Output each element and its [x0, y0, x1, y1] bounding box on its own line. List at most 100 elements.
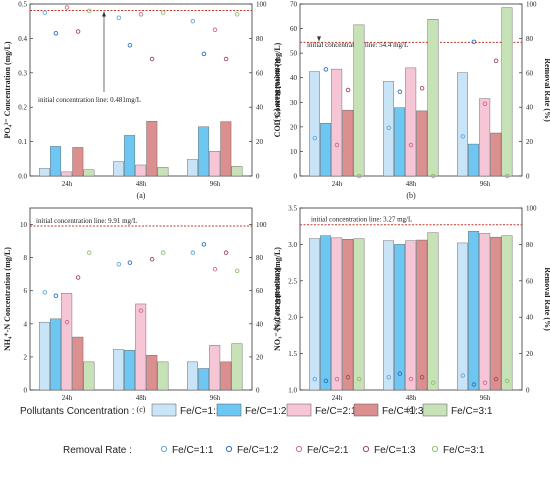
removal-dot-fc-1-2-96h — [201, 242, 207, 247]
removal-dot-fc-2-1-48h — [408, 142, 414, 148]
bar-fc-1-3-96h — [220, 361, 232, 391]
y-tick-label-left: 0 — [24, 387, 28, 395]
removal-dot-fc-3-1-48h — [430, 173, 436, 179]
y-tick-label-left: 0 — [294, 173, 298, 181]
removal-dot-fc-1-2-96h — [201, 51, 207, 57]
legend-dot-label-fc-1-2: Fe/C=1:2 — [237, 445, 279, 456]
removal-dot-fc-3-1-24h — [86, 8, 92, 14]
bar-fc-1-2-48h — [394, 244, 406, 391]
y-tick-label-right: 80 — [256, 254, 264, 262]
removal-dot-fc-3-1-48h — [430, 380, 436, 385]
bar-fc-1-2-24h — [320, 122, 332, 177]
y-tick-label-left: 70 — [290, 1, 298, 9]
removal-dot-fc-1-3-96h — [223, 56, 229, 62]
removal-dot-fc-1-3-24h — [75, 29, 81, 34]
removal-dot-fc-1-2-96h — [471, 382, 477, 387]
bar-fc-3-1-48h — [157, 361, 169, 391]
legend-swatch-fc-1-1 — [151, 403, 177, 417]
bar-fc-1-3-48h — [416, 110, 428, 177]
x-category-label: 96h — [210, 180, 221, 188]
y-tick-label-right: 40 — [256, 320, 264, 328]
y-tick-label-right: 60 — [256, 69, 264, 77]
legend-dot-label-fc-2-1: Fe/C=2:1 — [307, 445, 349, 456]
removal-dot-fc-1-3-96h — [493, 376, 499, 382]
removal-dot-fc-1-2-24h — [323, 378, 329, 384]
y-tick-label-left: 0.0 — [18, 173, 27, 181]
bar-fc-1-3-48h — [146, 355, 158, 391]
bar-fc-1-1-24h — [39, 168, 50, 177]
bar-fc-3-1-48h — [427, 19, 439, 177]
panel-label: (b) — [406, 191, 416, 200]
removal-dot-fc-1-2-48h — [397, 89, 403, 94]
removal-dot-fc-2-1-24h — [334, 376, 340, 382]
y-tick-label-left: 0.5 — [18, 1, 27, 9]
legend-dot-fc-1-2 — [225, 445, 233, 453]
bar-fc-2-1-24h — [331, 68, 343, 177]
y-tick-label-left: 30 — [290, 99, 298, 107]
legend-label-fc-1-1: Fe/C=1:1 — [180, 406, 222, 417]
bar-fc-1-3-96h — [490, 236, 502, 391]
y-tick-label-right: 20 — [526, 350, 534, 358]
bar-fc-2-1-24h — [61, 171, 73, 177]
bar-fc-3-1-24h — [83, 361, 95, 391]
bar-fc-1-3-48h — [146, 121, 158, 177]
bar-fc-1-2-24h — [50, 146, 62, 177]
x-category-label: 96h — [210, 394, 221, 402]
removal-dot-fc-1-1-24h — [42, 10, 48, 15]
legend-concentration-title: Pollutants Concentration : — [20, 406, 135, 417]
bar-fc-1-1-96h — [457, 72, 468, 177]
legend-swatch-fc-3-1 — [422, 403, 448, 417]
x-category-label: 48h — [136, 180, 147, 188]
removal-dot-fc-3-1-48h — [160, 10, 166, 15]
y-tick-label-right: 40 — [526, 104, 534, 112]
removal-dot-fc-3-1-96h — [504, 378, 510, 384]
legend-swatch-fc-1-3 — [353, 403, 379, 417]
bar-fc-3-1-96h — [231, 343, 243, 391]
y-axis-label-left: PO₄³⁻ Concentration (mg/L) — [3, 41, 12, 138]
bar-fc-1-2-96h — [468, 143, 480, 177]
y-tick-label-left: 1.5 — [288, 350, 297, 358]
x-category-label: 24h — [62, 394, 73, 402]
panel-label: (d) — [406, 405, 416, 414]
legend-swatch-fc-1-2 — [216, 403, 242, 417]
legend-dot-fc-1-1 — [160, 445, 168, 453]
removal-dot-fc-3-1-96h — [234, 12, 240, 17]
bar-fc-2-1-48h — [135, 303, 147, 391]
removal-dot-fc-3-1-48h — [160, 250, 166, 255]
y-tick-label-left: 20 — [290, 123, 298, 131]
y-tick-label-left: 6 — [24, 287, 28, 295]
y-tick-label-right: 60 — [256, 287, 264, 295]
bar-fc-1-2-48h — [394, 107, 406, 177]
removal-dot-fc-3-1-96h — [234, 268, 240, 274]
y-axis-label-left: NH₄⁺-N Concentration (mg/L) — [3, 247, 12, 351]
y-tick-label-left: 60 — [290, 25, 298, 33]
y-tick-label-right: 100 — [526, 1, 537, 9]
removal-dot-fc-1-1-48h — [386, 125, 392, 131]
bar-fc-1-3-24h — [342, 239, 354, 391]
legend-dot-fc-1-3 — [362, 445, 370, 453]
x-category-label: 96h — [480, 180, 491, 188]
panel-label: (a) — [137, 191, 146, 200]
removal-dot-fc-1-3-24h — [75, 275, 81, 280]
bar-fc-2-1-96h — [479, 98, 491, 177]
legend: Pollutants Concentration : Removal Rate … — [20, 403, 493, 456]
bar-fc-1-2-24h — [50, 318, 62, 391]
y-tick-label-left: 40 — [290, 74, 298, 82]
removal-dot-fc-1-1-24h — [42, 290, 48, 295]
y-tick-label-left: 0.1 — [18, 138, 27, 146]
bar-fc-2-1-24h — [61, 293, 73, 391]
y-tick-label-right: 40 — [256, 104, 264, 112]
y-tick-label-left: 10 — [290, 148, 298, 156]
plot-frame — [29, 3, 253, 177]
removal-dot-fc-1-2-24h — [53, 30, 59, 36]
removal-dot-fc-1-2-48h — [127, 43, 133, 48]
removal-dot-fc-2-1-96h — [482, 380, 488, 385]
y-tick-label-left: 8 — [24, 254, 28, 262]
removal-dot-fc-1-2-48h — [127, 260, 133, 265]
legend-dot-label-fc-1-3: Fe/C=1:3 — [374, 445, 416, 456]
bar-fc-1-1-48h — [113, 349, 124, 391]
legend-label-fc-1-3: Fe/C=1:3 — [382, 406, 424, 417]
y-tick-label-right: 100 — [256, 1, 267, 9]
removal-dot-fc-1-1-24h — [312, 376, 318, 382]
